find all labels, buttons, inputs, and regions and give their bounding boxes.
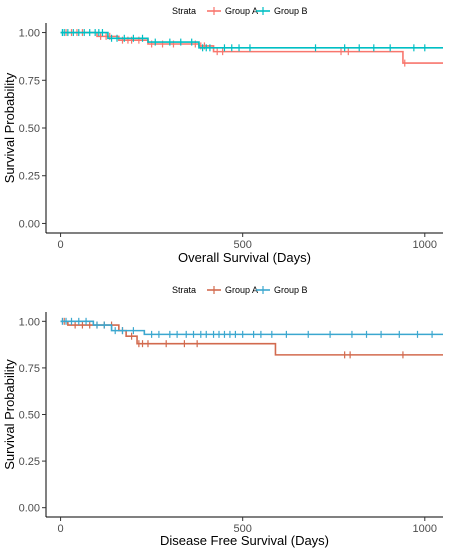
x-tick-label: 0: [58, 523, 64, 535]
series-line-group-a: [60, 320, 443, 356]
overall-survival-chart: 0.00 0.25 0.50 0.75 1.00 0 500 1000 Overall Surv…: [2, 6, 443, 265]
legend-entry-label: Group A: [225, 6, 258, 16]
x-tick-label: 500: [233, 239, 251, 251]
y-tick-label: 1.00: [19, 28, 40, 40]
x-axis-title: Overall Survival (Days): [178, 250, 311, 265]
legend-entry-label: Group B: [274, 285, 308, 295]
legend: Strata Group A Group B: [172, 285, 308, 295]
legend-entry-label: Group A: [225, 285, 258, 295]
x-tick-label: 0: [58, 239, 64, 251]
legend: Strata Group A Group B: [172, 6, 308, 16]
disease-free-survival-chart: 0.00 0.25 0.50 0.75 1.00 0 500 1000 Disease Free…: [2, 285, 443, 548]
y-tick-label: 0.75: [19, 75, 40, 87]
y-tick-label: 0.00: [19, 218, 40, 230]
y-tick-label: 1.00: [19, 316, 40, 328]
y-axis-title: Survival Probability: [2, 72, 17, 183]
x-tick-label: 500: [233, 523, 251, 535]
y-axis-title: Survival Probability: [2, 359, 17, 470]
x-tick-label: 1000: [413, 239, 437, 251]
x-tick-label: 1000: [413, 523, 437, 535]
legend-title: Strata: [172, 6, 196, 16]
y-tick-label: 0.75: [19, 363, 40, 375]
y-tick-label: 0.25: [19, 456, 40, 468]
legend-entry-label: Group B: [274, 6, 308, 16]
series-line-group-b: [60, 320, 443, 336]
y-tick-label: 0.50: [19, 123, 40, 135]
series-line-group-b: [60, 31, 443, 49]
y-tick-label: 0.25: [19, 171, 40, 183]
legend-title: Strata: [172, 285, 196, 295]
y-tick-label: 0.00: [19, 503, 40, 515]
x-axis-title: Disease Free Survival (Days): [160, 533, 329, 548]
y-tick-label: 0.50: [19, 410, 40, 422]
